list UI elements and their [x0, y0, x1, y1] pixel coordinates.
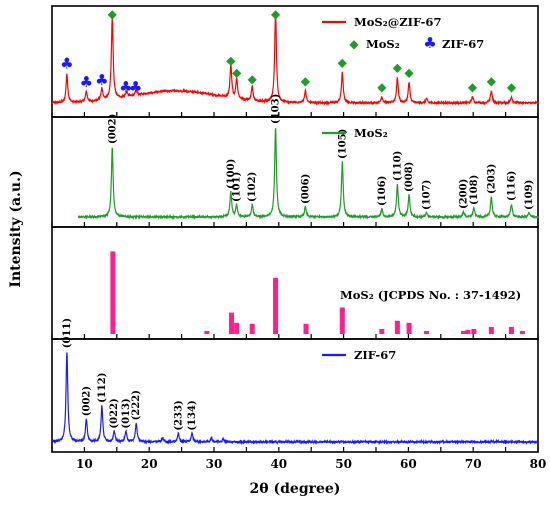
legend-label: ZIF-67: [354, 348, 396, 362]
x-tick-label: 30: [206, 457, 223, 471]
zif67-marker-icon: ♣: [95, 71, 108, 89]
legend-label: MoS₂ (JCPDS No. : 37-1492): [340, 288, 521, 302]
stick-bar: [204, 330, 210, 334]
x-tick-label: 70: [465, 457, 482, 471]
series-line: [51, 11, 539, 106]
peak-label: (222): [131, 390, 142, 420]
legend-label: MoS₂: [354, 126, 388, 140]
stick-bar: [424, 330, 430, 334]
peak-label: (103): [271, 94, 282, 124]
panel-mos2: (002) (100)(101) (102) (103) (006) (105) (106)…: [51, 94, 539, 228]
mos2-marker-icon: ◆: [404, 66, 414, 80]
mos2-marker-icon: ◆: [393, 61, 403, 75]
stick-bar: [339, 307, 345, 334]
peak-label: (116): [506, 171, 517, 201]
mos2-legend-icon: ◆: [349, 37, 359, 51]
mos2-marker-icon: ◆: [248, 72, 258, 86]
peak-label: (002): [81, 386, 92, 416]
panel-frame: [51, 5, 539, 118]
peak-label: (013): [121, 398, 132, 428]
zif67-marker-icon: ♣: [60, 55, 73, 73]
peak-label: (108): [469, 175, 480, 205]
zif67-marker-icon: ♣: [129, 78, 142, 96]
stick-bar: [249, 323, 255, 334]
peak-label: (100): [226, 159, 237, 189]
x-axis-ticks: 10 20 30 40 50 60 70 80: [76, 457, 546, 471]
x-tick-label: 10: [76, 457, 93, 471]
peak-label: (011): [62, 318, 73, 348]
peak-label: (008): [404, 162, 415, 192]
legend-label: MoS₂@ZIF-67: [354, 15, 441, 29]
x-tick-label: 60: [400, 457, 417, 471]
zif67-marker-icon: ♣: [80, 73, 93, 91]
stick-bar: [303, 323, 309, 334]
peak-label: (109): [524, 180, 535, 210]
peak-label: (102): [247, 172, 258, 202]
stick-bar: [273, 277, 279, 334]
x-axis-title: 2θ (degree): [250, 481, 341, 497]
mos2-marker-icon: ◆: [338, 56, 348, 70]
peak-label: (134): [187, 400, 198, 430]
x-tick-label: 40: [270, 457, 287, 471]
stick-bar: [394, 320, 400, 334]
stick-bar: [228, 312, 234, 334]
mos2-marker-icon: ◆: [271, 7, 281, 21]
peak-label: (101): [232, 172, 243, 202]
mos2-marker-icon: ◆: [468, 80, 478, 94]
x-tick-label: 80: [530, 457, 547, 471]
zif67-marker-icon: ♣: [119, 78, 132, 96]
stick-bar: [519, 330, 525, 334]
peak-label: (200): [458, 179, 469, 209]
panel-frame: [51, 116, 539, 228]
peak-label: (105): [337, 129, 348, 159]
mos2-marker-icon: ◆: [108, 7, 118, 21]
stick-bar: [465, 329, 471, 334]
panel-zif67: (011) (002) (112)(022) (013) (222) (233) (134)…: [51, 318, 539, 453]
peak-label: (022): [109, 398, 120, 428]
stick-bar: [110, 251, 116, 334]
peak-label: (203): [486, 164, 497, 194]
mos2-marker-icon: ◆: [226, 54, 236, 68]
mos2-marker-icon: ◆: [232, 66, 242, 80]
peak-label: (006): [300, 174, 311, 204]
mos2-marker-icon: ◆: [487, 74, 497, 88]
peak-label: (110): [392, 151, 403, 181]
stick-bar: [379, 328, 385, 334]
x-tick-label: 20: [141, 457, 158, 471]
panels-layer: ♣♣ ♣ ♣♣◆◆◆ ◆◆◆◆◆◆ ◆◆ ◆ ◆MoS₂@ZIF-67◆ MoS₂ ♣ ZIF-6…: [51, 5, 539, 453]
series-line: [77, 128, 539, 221]
stick-bar: [406, 322, 412, 334]
peak-label: (106): [377, 176, 388, 206]
marker-legend-label: MoS₂: [366, 37, 400, 51]
stick-bar: [471, 328, 477, 334]
stick-bar: [460, 330, 466, 334]
stick-bar: [488, 326, 494, 334]
mos2-marker-icon: ◆: [507, 80, 517, 94]
y-axis-title: Intensity (a.u.): [8, 170, 24, 287]
mos2-marker-icon: ◆: [377, 80, 387, 94]
peak-label: (112): [97, 372, 108, 402]
stick-bar: [234, 322, 240, 334]
peak-label: (233): [173, 400, 184, 430]
panel-frame: [51, 226, 539, 340]
stick-bar: [508, 326, 514, 334]
panel-jcpds: MoS₂ (JCPDS No. : 37-1492): [51, 226, 539, 340]
peak-label: (107): [422, 180, 433, 210]
mos2-marker-icon: ◆: [301, 74, 311, 88]
panel-frame: [51, 338, 539, 453]
series-line: [51, 352, 539, 446]
panel-mos2_zif67: ♣♣ ♣ ♣♣◆◆◆ ◆◆◆◆◆◆ ◆◆ ◆ ◆MoS₂@ZIF-67◆ MoS₂ ♣ ZIF-6…: [51, 5, 539, 118]
peak-label: (002): [107, 114, 118, 144]
marker-legend-label: ZIF-67: [442, 37, 484, 51]
x-tick-label: 50: [335, 457, 352, 471]
zif67-legend-icon: ♣: [423, 34, 436, 52]
